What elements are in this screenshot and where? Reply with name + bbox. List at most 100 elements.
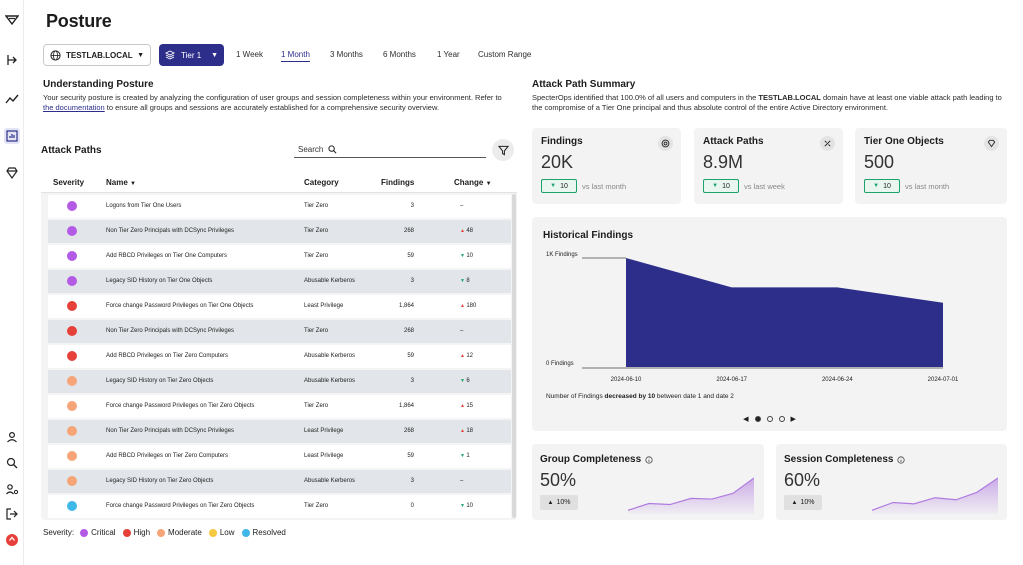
col-severity[interactable]: Severity <box>53 178 85 187</box>
change-badge: ▲ 10% <box>540 495 578 510</box>
documentation-link[interactable]: the documentation <box>43 102 105 112</box>
range-6-months[interactable]: 6 Months <box>383 50 416 59</box>
col-findings[interactable]: Findings <box>381 178 415 187</box>
row-change: – <box>460 478 464 484</box>
summary-text: SpecterOps identified that 100.0% of all… <box>532 93 1002 112</box>
row-name: Force change Password Privileges on Tier… <box>106 403 255 409</box>
change-badge: ▼ 10 <box>541 179 577 193</box>
search-docs-icon[interactable] <box>4 455 20 471</box>
trend-icon[interactable] <box>4 91 20 107</box>
row-name: Add RBCD Privileges on Tier Zero Compute… <box>106 353 229 359</box>
table-row[interactable]: Legacy SID History on Tier Zero Objects A… <box>48 470 511 493</box>
admin-icon[interactable] <box>4 481 20 497</box>
row-findings: 268 <box>403 428 414 434</box>
search-input[interactable]: Search <box>294 141 486 158</box>
change-badge: ▼ 10 <box>864 179 900 193</box>
change-badge: ▼ 10 <box>703 179 739 193</box>
page-dot[interactable] <box>778 416 785 422</box>
posture-icon[interactable] <box>4 128 20 144</box>
page-dot[interactable] <box>766 416 773 422</box>
table-scrollbar[interactable] <box>512 194 516 518</box>
row-name: Add RBCD Privileges on Tier Zero Compute… <box>106 453 229 459</box>
row-change: ▼ 10 <box>460 253 474 259</box>
row-name: Legacy SID History on Tier Zero Objects <box>106 478 214 484</box>
explore-icon[interactable] <box>4 52 20 68</box>
gem-icon[interactable] <box>4 165 20 181</box>
layers-icon <box>165 50 175 60</box>
severity-dot <box>67 326 77 336</box>
range-1-week[interactable]: 1 Week <box>236 50 263 59</box>
search-placeholder: Search <box>298 144 324 154</box>
triangle-down-icon: ▼ <box>460 378 467 384</box>
row-findings: 1,864 <box>398 303 414 309</box>
table-row[interactable]: Force change Password Privileges on Tier… <box>48 395 511 418</box>
domain-select[interactable]: TESTLAB.LOCAL ▼ <box>43 44 151 66</box>
table-row[interactable]: Add RBCD Privileges on Tier Zero Compute… <box>48 445 511 468</box>
row-change: – <box>460 203 464 209</box>
range-1-year[interactable]: 1 Year <box>437 50 460 59</box>
logo-icon[interactable] <box>4 12 20 28</box>
table-row[interactable]: Legacy SID History on Tier One Objects Ab… <box>48 270 511 293</box>
legend-dot <box>122 528 131 537</box>
card-compare: vs last month <box>905 182 950 191</box>
x-tick-label: 2024-07-01 <box>928 377 959 383</box>
domain-select-label: TESTLAB.LOCAL <box>66 50 133 60</box>
chevron-down-icon: ▼ <box>137 51 144 59</box>
session-completeness-sparkline <box>872 477 998 514</box>
filter-button[interactable] <box>492 139 514 161</box>
table-row[interactable]: Add RBCD Privileges on Tier One Computer… <box>48 245 511 268</box>
severity-legend: Severity: Critical High Moderate Low Resolve… <box>43 528 293 537</box>
user-icon[interactable] <box>4 429 20 445</box>
page-dot[interactable] <box>754 416 761 422</box>
range-1-month[interactable]: 1 Month <box>281 50 310 62</box>
summary-title: Attack Path Summary <box>532 79 636 90</box>
table-row[interactable]: Logons from Tier One Users Tier Zero 3 – <box>48 195 511 218</box>
severity-dot <box>67 476 77 486</box>
legend-item-high: High <box>122 528 150 537</box>
card-compare: vs last week <box>744 182 785 191</box>
triangle-up-icon: ▲ <box>460 303 467 309</box>
col-category[interactable]: Category <box>304 178 339 187</box>
severity-dot <box>67 276 77 286</box>
table-row[interactable]: Legacy SID History on Tier Zero Objects A… <box>48 370 511 393</box>
table-row[interactable]: Force change Password Privileges on Tier… <box>48 495 511 518</box>
triangle-down-icon: ▼ <box>460 503 467 509</box>
prev-arrow-icon[interactable]: ◀ <box>743 416 749 423</box>
severity-dot <box>67 226 77 236</box>
range-3-months[interactable]: 3 Months <box>330 50 363 59</box>
row-name: Non Tier Zero Principals with DCSync Pri… <box>106 428 235 434</box>
tier-select[interactable]: Tier 1 ▼ <box>159 44 224 66</box>
range-custom[interactable]: Custom Range <box>478 50 532 59</box>
understanding-title: Understanding Posture <box>43 79 154 90</box>
row-findings: 3 <box>410 378 414 384</box>
card-value: 500 <box>864 152 895 172</box>
triangle-down-icon: ▼ <box>712 183 719 189</box>
triangle-up-icon: ▲ <box>547 499 554 506</box>
table-row[interactable]: Non Tier Zero Principals with DCSync Pri… <box>48 220 511 243</box>
table-row[interactable]: Non Tier Zero Principals with DCSync Pri… <box>48 420 511 443</box>
attack-paths-card: Attack Paths 8.9M ▼ 10 vs last week <box>694 128 843 204</box>
info-icon[interactable] <box>645 455 653 464</box>
logout-icon[interactable] <box>4 506 20 522</box>
table-row[interactable]: Add RBCD Privileges on Tier Zero Compute… <box>48 345 511 368</box>
table-row[interactable]: Non Tier Zero Principals with DCSync Pri… <box>48 320 511 343</box>
row-findings: 0 <box>410 503 414 509</box>
chevron-down-icon: ▼ <box>211 51 218 59</box>
legend-dot <box>157 528 166 537</box>
row-name: Legacy SID History on Tier Zero Objects <box>106 378 214 384</box>
next-arrow-icon[interactable]: ▶ <box>790 416 796 423</box>
info-icon[interactable] <box>897 455 906 464</box>
left-rail <box>0 0 24 565</box>
row-change: ▲ 48 <box>460 228 474 234</box>
col-change[interactable]: Change ▼ <box>454 178 492 187</box>
table-row[interactable]: Force change Password Privileges on Tier… <box>48 295 511 318</box>
col-name[interactable]: Name ▼ <box>106 178 136 187</box>
legend-item-critical: Critical <box>80 528 116 537</box>
row-change: – <box>460 328 464 334</box>
row-name: Force change Password Privileges on Tier… <box>106 503 255 509</box>
row-change: ▼ 6 <box>460 378 470 384</box>
globe-icon <box>50 49 61 61</box>
row-category: Tier Zero <box>304 253 329 259</box>
alert-icon[interactable] <box>4 532 20 548</box>
row-change: ▼ 8 <box>460 278 470 284</box>
